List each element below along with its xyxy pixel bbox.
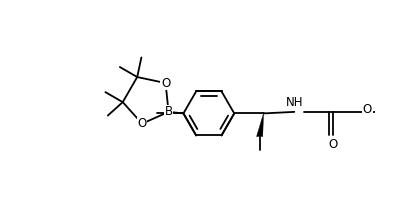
Text: N: N xyxy=(285,96,293,109)
Text: H: H xyxy=(295,100,303,110)
Text: O: O xyxy=(328,138,337,151)
Text: NH: NH xyxy=(285,96,303,109)
Text: O: O xyxy=(138,117,147,130)
Text: O: O xyxy=(161,77,170,90)
Text: B: B xyxy=(165,105,173,118)
Polygon shape xyxy=(257,114,263,136)
Text: O: O xyxy=(363,103,372,116)
